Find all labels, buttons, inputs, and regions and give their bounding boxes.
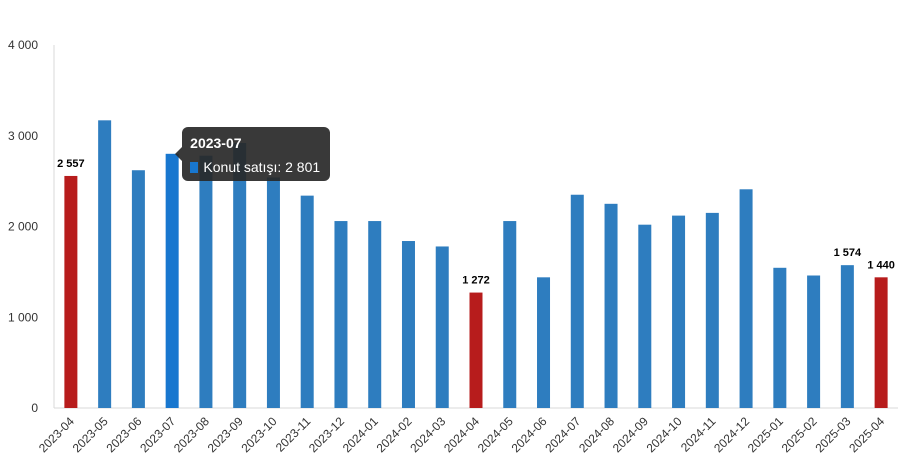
data-label: 1 440 xyxy=(867,259,895,271)
y-tick-label: 1 000 xyxy=(8,310,38,324)
x-tick-label: 2023-06 xyxy=(103,414,144,455)
x-tick-label: 2024-08 xyxy=(576,414,617,455)
bar[interactable] xyxy=(300,195,314,408)
bar[interactable] xyxy=(739,189,753,408)
x-tick-label: 2024-05 xyxy=(475,414,516,455)
x-tick-label: 2024-07 xyxy=(542,414,583,455)
tooltip-row: Konut satışı: 2 801 xyxy=(190,159,320,175)
x-tick-label: 2025-02 xyxy=(779,414,820,455)
x-tick-label: 2023-08 xyxy=(171,414,212,455)
bar[interactable] xyxy=(672,215,686,408)
bar[interactable] xyxy=(503,221,517,408)
bar[interactable] xyxy=(469,292,483,408)
bar[interactable] xyxy=(334,221,348,408)
bar[interactable] xyxy=(807,275,821,408)
bar[interactable] xyxy=(874,277,888,408)
x-tick-label: 2024-02 xyxy=(374,414,415,455)
x-tick-label: 2023-09 xyxy=(205,414,246,455)
y-tick-label: 4 000 xyxy=(8,38,38,52)
x-tick-label: 2024-12 xyxy=(711,414,752,455)
bar[interactable] xyxy=(435,246,449,408)
x-tick-label: 2024-11 xyxy=(678,414,719,455)
x-tick-label: 2025-04 xyxy=(846,414,887,455)
bar[interactable] xyxy=(199,155,213,408)
bar[interactable] xyxy=(165,153,179,408)
bar[interactable] xyxy=(705,212,719,408)
x-tick-label: 2025-01 xyxy=(745,414,786,455)
bar[interactable] xyxy=(604,203,618,408)
bar[interactable] xyxy=(570,194,584,408)
tooltip-value: Konut satışı: 2 801 xyxy=(203,159,321,175)
bar[interactable] xyxy=(131,170,145,408)
data-label: 1 272 xyxy=(462,275,490,287)
x-tick-label: 2023-04 xyxy=(36,414,77,455)
x-tick-label: 2025-03 xyxy=(812,414,853,455)
tooltip: 2023-07 Konut satışı: 2 801 xyxy=(175,127,331,181)
data-labels: 2 557 1 272 1 574 1 440 xyxy=(57,158,895,287)
x-tick-label: 2023-12 xyxy=(306,414,347,455)
x-tick-label: 2024-10 xyxy=(644,414,685,455)
bar[interactable] xyxy=(64,175,78,408)
bar[interactable] xyxy=(401,241,415,408)
x-tick-label: 2023-11 xyxy=(273,414,314,455)
x-tick-label: 2024-04 xyxy=(441,414,482,455)
bar[interactable] xyxy=(98,120,112,408)
bar[interactable] xyxy=(537,277,551,408)
data-label: 1 574 xyxy=(834,247,862,259)
y-axis: 0 1 000 2 000 3 000 4 000 xyxy=(8,38,38,415)
bar[interactable] xyxy=(773,267,787,408)
x-tick-label: 2024-09 xyxy=(610,414,651,455)
series-swatch-icon xyxy=(190,161,199,173)
tooltip-title: 2023-07 xyxy=(190,135,242,151)
x-tick-label: 2023-07 xyxy=(137,414,178,455)
y-tick-label: 0 xyxy=(31,401,38,415)
bar[interactable] xyxy=(368,221,382,408)
x-axis: 2023-042023-052023-062023-072023-082023-… xyxy=(36,414,888,455)
tooltip-arrow xyxy=(175,147,183,161)
x-tick-label: 2023-10 xyxy=(239,414,280,455)
bar[interactable] xyxy=(638,224,652,408)
bar[interactable] xyxy=(840,265,854,408)
x-tick-label: 2024-01 xyxy=(340,414,381,455)
x-tick-label: 2024-06 xyxy=(509,414,550,455)
x-tick-label: 2023-05 xyxy=(70,414,111,455)
bar-series xyxy=(64,120,888,408)
data-label: 2 557 xyxy=(57,158,85,170)
y-tick-label: 2 000 xyxy=(8,220,38,234)
bar[interactable] xyxy=(266,177,280,408)
x-tick-label: 2024-03 xyxy=(407,414,448,455)
y-tick-label: 3 000 xyxy=(8,129,38,143)
bar[interactable] xyxy=(233,143,247,408)
